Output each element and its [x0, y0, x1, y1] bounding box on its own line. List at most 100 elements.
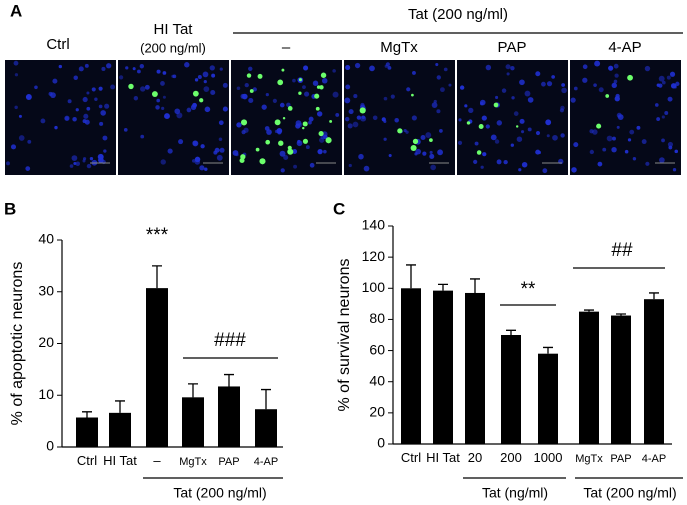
nucleus — [473, 159, 478, 164]
nucleus — [125, 66, 129, 70]
nucleus — [236, 86, 241, 91]
column-label: 4-AP — [608, 39, 641, 56]
nucleus — [174, 108, 181, 115]
nucleus — [248, 97, 254, 104]
nucleus — [551, 75, 556, 79]
nucleus — [348, 109, 354, 115]
nucleus — [673, 85, 677, 89]
nucleus — [658, 75, 665, 82]
apoptotic-cell — [329, 119, 333, 123]
nucleus — [297, 122, 303, 128]
nucleus — [293, 164, 298, 169]
nucleus — [440, 87, 445, 93]
nucleus — [659, 157, 665, 163]
y-tick-label: 20 — [38, 334, 54, 350]
nucleus — [511, 96, 515, 100]
nucleus — [354, 62, 361, 69]
nucleus — [297, 139, 301, 144]
apoptotic-cell — [493, 102, 499, 108]
nucleus — [123, 128, 128, 132]
nucleus — [506, 72, 510, 76]
nucleus — [72, 117, 77, 122]
nucleus — [521, 130, 525, 134]
nucleus — [10, 144, 17, 150]
nucleus — [25, 166, 31, 171]
nucleus — [156, 98, 160, 103]
x-tick-label: 1000 — [533, 450, 563, 465]
nucleus — [608, 65, 614, 71]
x-tick-label: PAP — [610, 453, 632, 465]
nucleus — [203, 86, 210, 92]
apoptotic-cell — [315, 106, 320, 111]
error-bar — [224, 373, 234, 387]
micrograph — [5, 60, 116, 175]
nucleus — [433, 99, 437, 104]
nucleus — [667, 141, 674, 147]
nucleus — [381, 117, 386, 122]
nucleus — [144, 84, 150, 90]
nucleus — [439, 129, 443, 133]
error-bar — [649, 292, 659, 300]
apoptotic-cell — [314, 93, 320, 99]
apoptotic-cell — [325, 137, 332, 144]
nucleus — [674, 149, 679, 154]
nucleus — [286, 102, 291, 108]
nucleus — [103, 149, 107, 153]
nucleus — [323, 149, 327, 154]
apoptotic-cell — [298, 91, 302, 95]
panel-label: A — [10, 1, 22, 20]
nucleus — [167, 148, 173, 154]
nucleus — [645, 161, 650, 166]
nucleus — [52, 78, 58, 84]
nucleus — [457, 140, 463, 145]
nucleus — [383, 137, 387, 141]
nucleus — [40, 118, 46, 124]
y-tick-label: 0 — [377, 435, 385, 451]
nucleus — [202, 71, 209, 78]
nucleus — [521, 161, 528, 168]
nucleus — [494, 139, 500, 144]
nucleus — [252, 87, 257, 92]
nucleus — [613, 63, 619, 69]
nucleus — [236, 122, 242, 128]
nucleus — [243, 127, 249, 133]
nucleus — [658, 83, 663, 88]
x-tick-label: HI Tat — [426, 450, 460, 465]
column-label: PAP — [498, 39, 527, 56]
nucleus — [614, 73, 619, 78]
micrograph — [457, 60, 568, 175]
apoptotic-cell — [128, 83, 134, 90]
nucleus — [192, 140, 198, 146]
nucleus — [13, 60, 19, 66]
nucleus — [656, 117, 661, 121]
nucleus — [480, 165, 484, 169]
nucleus — [192, 102, 197, 108]
nucleus — [535, 71, 541, 77]
apoptotic-cell — [265, 139, 271, 145]
nucleus — [211, 73, 216, 78]
nucleus — [559, 108, 565, 113]
nucleus — [316, 111, 323, 117]
nucleus — [219, 147, 225, 153]
nucleus — [84, 63, 89, 68]
bar — [501, 335, 521, 444]
nucleus — [632, 157, 637, 161]
nucleus — [612, 136, 616, 141]
apoptotic-cell — [410, 144, 417, 151]
nucleus — [218, 137, 223, 142]
nucleus — [546, 134, 550, 138]
nucleus — [347, 123, 353, 129]
nucleus — [636, 125, 641, 130]
nucleus — [644, 65, 651, 72]
nucleus — [348, 163, 352, 168]
nucleus — [541, 81, 546, 87]
nucleus — [279, 150, 286, 157]
y-tick-label: 0 — [46, 438, 54, 454]
nucleus — [510, 65, 515, 71]
nucleus — [99, 121, 104, 126]
nucleus — [164, 113, 170, 120]
nucleus — [597, 161, 603, 167]
nucleus — [58, 64, 62, 69]
bar — [644, 299, 664, 444]
bar — [146, 288, 168, 447]
